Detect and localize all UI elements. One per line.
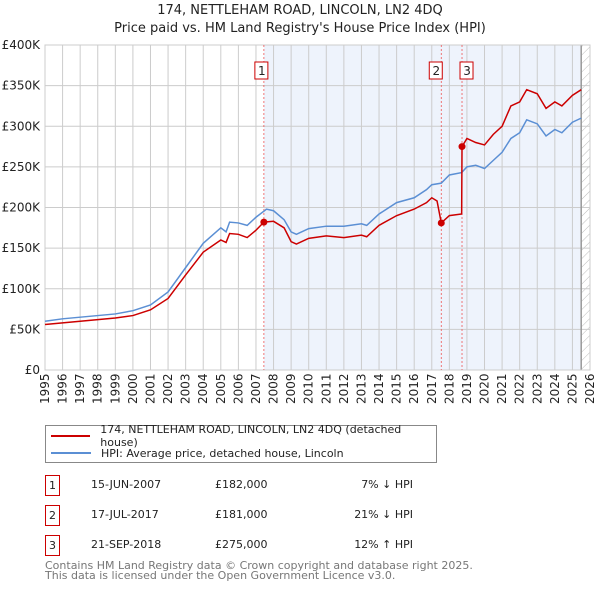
x-tick-label: 2023: [530, 373, 544, 404]
sale-point: [437, 219, 445, 227]
x-tick-label: 2014: [372, 373, 386, 404]
x-tick-label: 2010: [302, 373, 316, 404]
x-tick-label: 2001: [143, 373, 157, 404]
x-tick-label: 2006: [231, 373, 245, 404]
transaction-hpi-diff: 7% ↓ HPI: [361, 478, 413, 491]
y-tick-label: £150K: [2, 241, 42, 255]
x-tick-label: 2000: [126, 373, 140, 404]
x-tick-label: 2012: [337, 373, 351, 404]
x-tick-label: 2013: [354, 373, 368, 404]
y-tick-label: £200K: [2, 201, 42, 215]
x-tick-label: 2005: [214, 373, 228, 404]
legend-label-property: 174, NETTLEHAM ROAD, LINCOLN, LN2 4DQ (d…: [100, 423, 402, 449]
sale-point: [458, 143, 466, 151]
x-tick-label: 2024: [548, 373, 562, 404]
x-tick-label: 2020: [478, 373, 492, 404]
transaction-price: £181,000: [215, 508, 268, 521]
x-tick-label: 2011: [319, 373, 333, 404]
y-tick-label: £0: [25, 363, 40, 377]
sale-point: [260, 218, 268, 226]
footer-licence: This data is licensed under the Open Gov…: [45, 569, 396, 582]
sale-marker-box: [459, 61, 474, 80]
x-tick-label: 2004: [196, 373, 210, 404]
plot-border: [44, 44, 591, 371]
x-tick-label: 2017: [425, 373, 439, 404]
footer-copyright: Contains HM Land Registry data © Crown c…: [45, 559, 473, 572]
hpi-line: [44, 117, 582, 322]
x-tick-label: 2019: [460, 373, 474, 404]
x-tick-label: 2026: [583, 373, 597, 404]
y-tick-label: £100K: [2, 282, 42, 296]
x-tick-label: 1998: [91, 373, 105, 404]
x-tick-label: 1997: [73, 373, 87, 404]
transaction-date: 17-JUL-2017: [91, 508, 159, 521]
x-tick-label: 2018: [442, 373, 456, 404]
legend-label-hpi: HPI: Average price, detached house, Linc…: [101, 446, 344, 460]
sale-marker-label: 3: [463, 64, 471, 78]
transaction-hpi-diff: 12% ↑ HPI: [354, 538, 413, 551]
sale-marker-label: 1: [258, 64, 266, 78]
price-chart: 1995 1996 1997 1998 1999 2000 2001 2002 2003 2004…: [2, 38, 597, 404]
x-tick-label: 2015: [390, 373, 404, 404]
x-tick-label: 2025: [565, 373, 579, 404]
property-price-line: [44, 88, 582, 326]
transaction-price: £182,000: [215, 478, 268, 491]
x-tick-label: 2009: [284, 373, 298, 404]
legend-swatch-hpi: [51, 452, 91, 454]
x-tick-label: 2008: [267, 373, 281, 404]
x-tick-label: 2016: [407, 373, 421, 404]
sale-marker-box: [254, 61, 269, 80]
legend: 174, NETTLEHAM ROAD, LINCOLN, LN2 4DQ (d…: [45, 423, 437, 463]
transaction-marker: 2: [45, 505, 60, 526]
y-tick-label: £250K: [2, 160, 42, 174]
transaction-marker: 3: [45, 535, 60, 556]
transaction-marker: 1: [45, 475, 60, 496]
x-tick-label: 2021: [495, 373, 509, 404]
sale-marker-box: [428, 61, 443, 80]
legend-item-property: 174, NETTLEHAM ROAD, LINCOLN, LN2 4DQ (d…: [46, 423, 436, 449]
x-tick-label: 1995: [38, 373, 52, 404]
transaction-date: 21-SEP-2018: [91, 538, 162, 551]
transaction-price: £275,000: [215, 538, 268, 551]
footer: Contains HM Land Registry data © Crown c…: [45, 559, 473, 582]
y-tick-label: £400K: [2, 38, 42, 52]
x-tick-label: 2003: [179, 373, 193, 404]
transaction-row: 1 15-JUN-2007 £182,000 7% ↓ HPI: [45, 475, 485, 497]
x-tick-label: 1996: [56, 373, 70, 404]
legend-swatch-property: [51, 435, 91, 437]
chart-title: 174, NETTLEHAM ROAD, LINCOLN, LN2 4DQ: [157, 3, 443, 18]
y-tick-label: £50K: [9, 322, 41, 336]
chart-subtitle: Price paid vs. HM Land Registry's House …: [114, 21, 486, 36]
x-tick-label: 2022: [513, 373, 527, 404]
sale-marker-label: 2: [432, 64, 440, 78]
transaction-hpi-diff: 21% ↓ HPI: [354, 508, 413, 521]
transaction-date: 15-JUN-2007: [91, 478, 162, 491]
legend-item-hpi: HPI: Average price, detached house, Linc…: [46, 445, 344, 461]
transaction-row: 3 21-SEP-2018 £275,000 12% ↑ HPI: [45, 535, 485, 557]
x-tick-label: 2007: [249, 373, 263, 404]
y-tick-label: £300K: [2, 119, 42, 133]
transaction-row: 2 17-JUL-2017 £181,000 21% ↓ HPI: [45, 505, 485, 527]
x-tick-label: 1999: [108, 373, 122, 404]
y-tick-label: £350K: [2, 79, 42, 93]
x-tick-label: 2002: [161, 373, 175, 404]
